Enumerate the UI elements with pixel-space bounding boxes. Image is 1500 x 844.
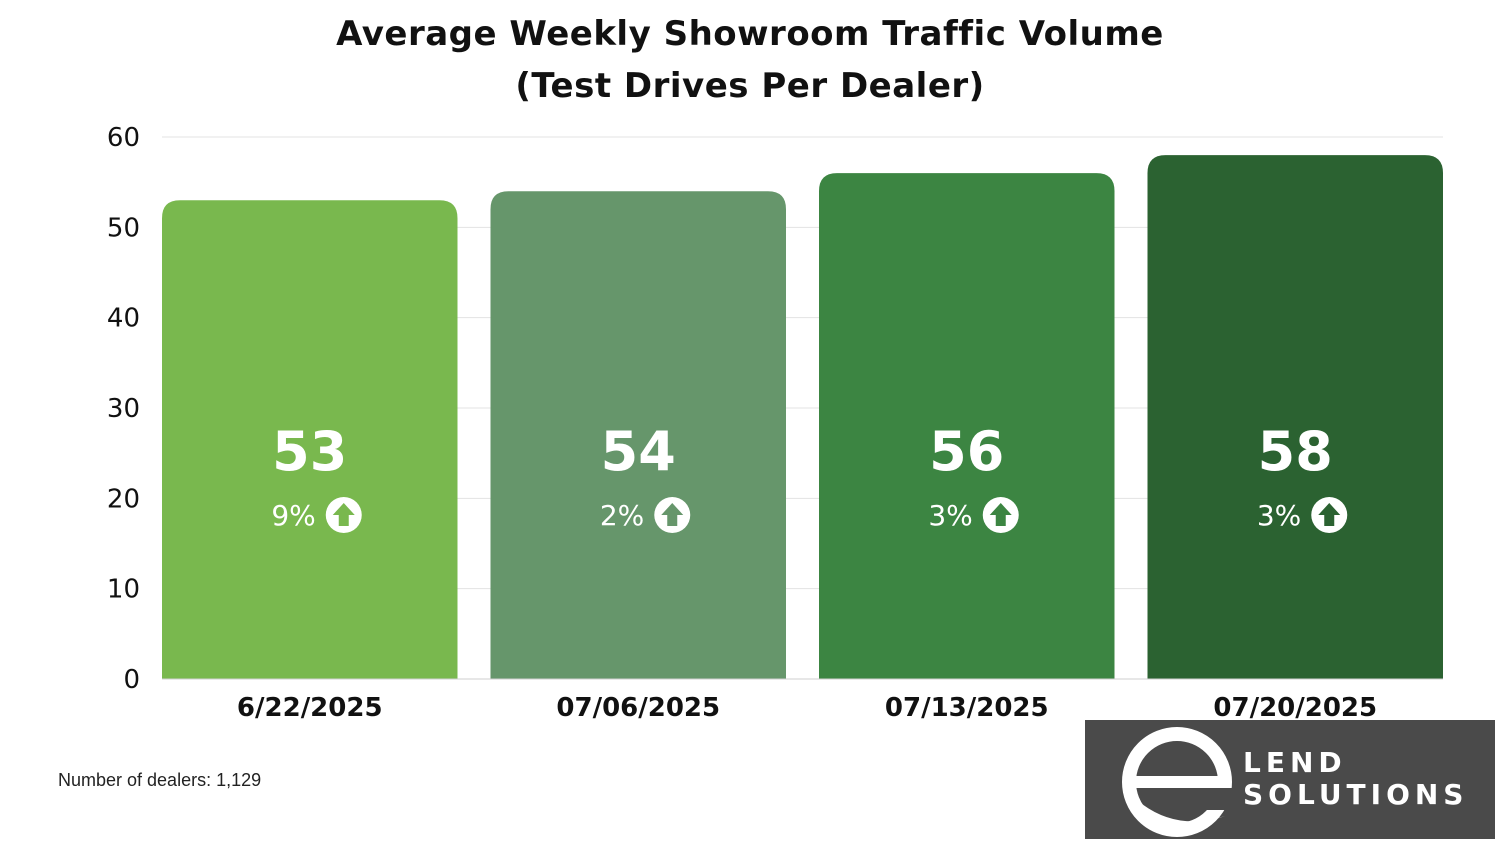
- y-tick-label: 50: [107, 213, 140, 243]
- logo-text-solutions: SOLUTIONS: [1243, 778, 1469, 811]
- bar: [1147, 155, 1443, 680]
- data-label-change: 3%: [928, 499, 972, 532]
- y-tick-label: 10: [107, 575, 140, 605]
- data-label-value: 58: [1258, 420, 1333, 483]
- x-tick-label: 07/13/2025: [885, 693, 1049, 723]
- data-label-value: 56: [929, 420, 1004, 483]
- x-tick-label: 07/06/2025: [556, 693, 720, 723]
- data-label-change: 9%: [271, 499, 315, 532]
- y-tick-label: 0: [123, 665, 140, 695]
- data-label-value: 54: [601, 420, 676, 483]
- y-tick-label: 40: [107, 304, 140, 334]
- y-tick-label: 20: [107, 484, 140, 514]
- bar: [490, 191, 786, 679]
- up-arrow-glyph: [661, 503, 684, 526]
- data-label-change: 2%: [600, 499, 644, 532]
- company-logo: LEND SOLUTIONS: [1085, 720, 1495, 839]
- bar: [162, 200, 458, 679]
- bar: [819, 173, 1115, 679]
- logo-text-lend: LEND: [1243, 746, 1347, 779]
- x-tick-label: 6/22/2025: [237, 693, 383, 723]
- up-arrow-glyph: [332, 503, 355, 526]
- x-tick-label: 07/20/2025: [1213, 693, 1377, 723]
- chart-title-line-2: (Test Drives Per Dealer): [515, 66, 985, 106]
- up-arrow-glyph: [1318, 503, 1341, 526]
- e-swoosh-logo-icon: [1122, 727, 1237, 837]
- y-tick-label: 30: [107, 394, 140, 424]
- up-arrow-glyph: [989, 503, 1012, 526]
- data-label-value: 53: [272, 420, 347, 483]
- chart-title-line-1: Average Weekly Showroom Traffic Volume: [336, 14, 1164, 54]
- y-tick-label: 60: [107, 123, 140, 153]
- data-label-change: 3%: [1257, 499, 1301, 532]
- footnote-dealer-count: Number of dealers: 1,129: [58, 770, 262, 790]
